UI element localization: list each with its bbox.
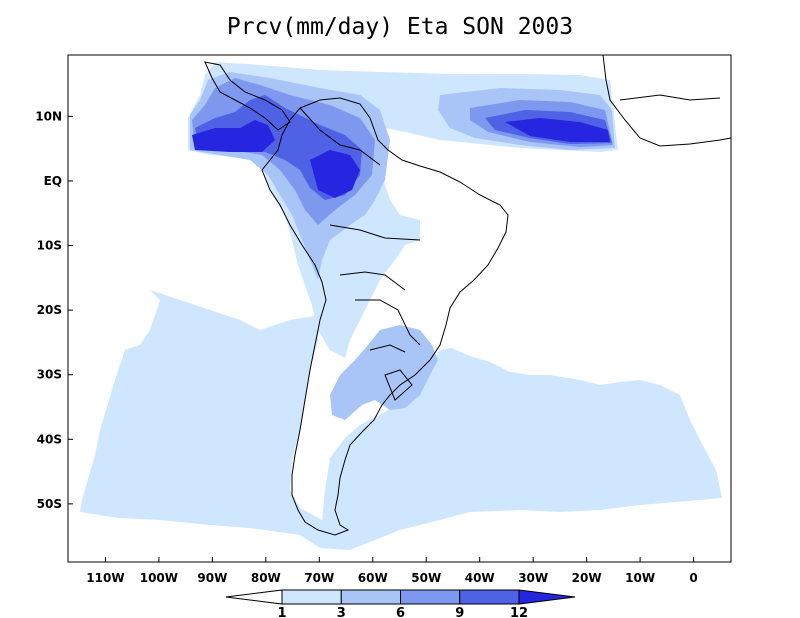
lat-tick-label: 40S — [37, 432, 62, 446]
lon-tick-label: 30W — [518, 571, 548, 585]
precip-level-3-south — [330, 325, 438, 420]
lat-tick-label: 10N — [35, 109, 62, 123]
lon-tick-label: 90W — [197, 571, 227, 585]
lon-tick-label: 50W — [411, 571, 441, 585]
central-america-coastline — [204, 61, 291, 131]
colorbar: 1 3 6 9 12 — [225, 589, 576, 618]
colorbar-swatch — [281, 589, 342, 605]
latitude-axis: 10N EQ 10S 20S 30S 40S 50S — [35, 109, 73, 511]
colorbar-swatch — [459, 589, 520, 605]
precip-level-12-atlantic — [505, 118, 610, 142]
precip-level-12-pacific — [192, 120, 275, 152]
map-title: Prcv(mm/day) Eta SON 2003 — [226, 14, 574, 40]
colorbar-swatch — [400, 589, 461, 605]
lon-tick-label: 60W — [358, 571, 388, 585]
lon-tick-label: 110W — [86, 571, 124, 585]
lon-tick-label: 100W — [140, 571, 178, 585]
map-frame — [67, 54, 732, 563]
lon-tick-label: 40W — [465, 571, 495, 585]
colorbar-label: 1 — [277, 606, 286, 618]
colorbar-swatch-low — [225, 589, 283, 605]
longitude-axis: 110W 100W 90W 80W 70W 60W 50W 40W 30W 20W 10W 0 — [86, 557, 698, 585]
precipitation-field — [80, 62, 722, 550]
lat-tick-label: EQ — [44, 174, 62, 188]
country-borders — [299, 94, 721, 401]
precip-level-1-south — [80, 290, 722, 550]
colorbar-label: 6 — [396, 606, 405, 618]
lon-tick-label: 70W — [304, 571, 334, 585]
lon-tick-label: 10W — [625, 571, 655, 585]
colorbar-swatch-high — [518, 589, 576, 605]
colorbar-swatch — [340, 589, 401, 605]
colorbar-label: 9 — [455, 606, 464, 618]
lat-tick-label: 30S — [37, 368, 62, 382]
south-america-coastline — [261, 97, 509, 536]
lat-tick-label: 10S — [37, 239, 62, 253]
lat-tick-label: 50S — [37, 497, 62, 511]
lat-tick-label: 20S — [37, 303, 62, 317]
lon-tick-label: 20W — [572, 571, 602, 585]
coastlines — [204, 55, 731, 536]
lon-tick-label: 80W — [251, 571, 281, 585]
colorbar-label: 12 — [510, 606, 528, 618]
colorbar-label: 3 — [337, 606, 346, 618]
africa-coastline — [602, 55, 731, 147]
precip-level-12-amazon — [310, 150, 360, 198]
lon-tick-label: 0 — [689, 571, 697, 585]
